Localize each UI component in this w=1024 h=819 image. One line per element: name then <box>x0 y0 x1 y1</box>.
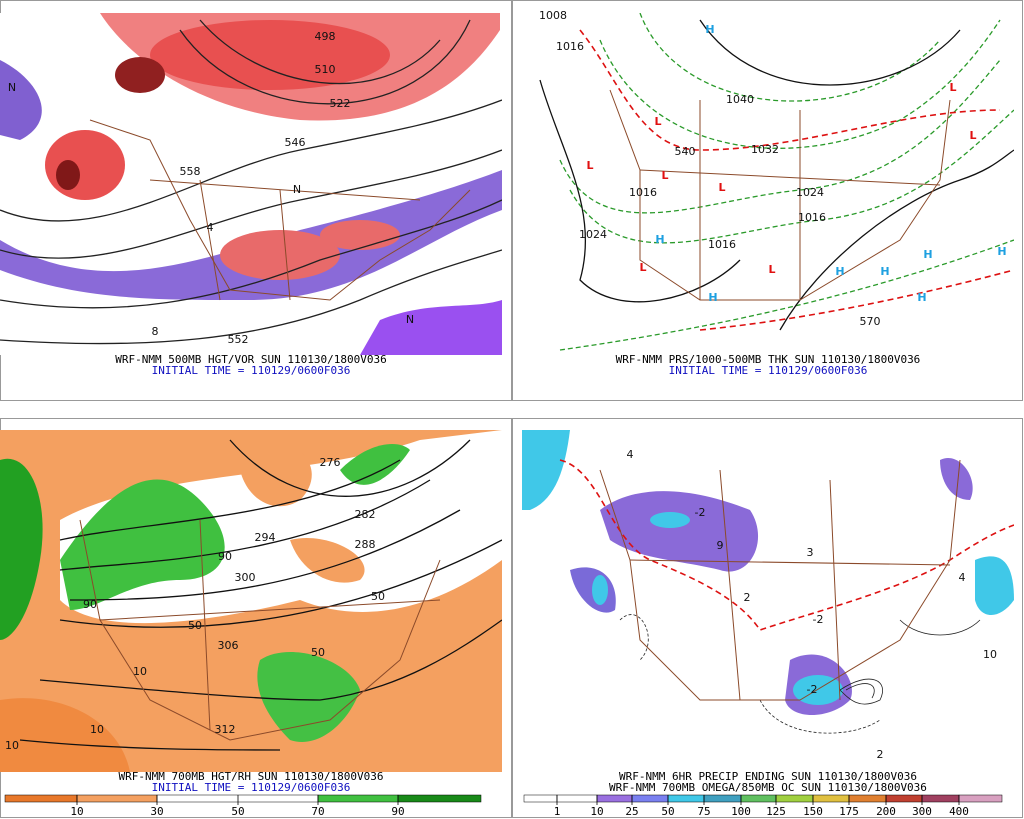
contour-label: 522 <box>330 97 351 110</box>
contour-label: 1016 <box>708 238 736 251</box>
contour-label: 276 <box>320 456 341 469</box>
contour-label: 1024 <box>579 228 607 241</box>
pressure-center: H <box>997 245 1006 258</box>
contour-label: 558 <box>180 165 201 178</box>
contour-label: 1040 <box>726 93 754 106</box>
pressure-center: H <box>880 265 889 278</box>
colorbar-label: 175 <box>839 805 859 818</box>
panel-subtitle: WRF-NMM 700MB OMEGA/850MB OC SUN 110130/… <box>609 781 927 794</box>
contour-label: 90 <box>83 598 97 611</box>
map-700mb <box>0 430 502 772</box>
contour-label: 288 <box>355 538 376 551</box>
colorbar-label: 70 <box>311 805 324 818</box>
contour-label: 9 <box>717 539 724 552</box>
colorbar-label: 30 <box>150 805 163 818</box>
colorbar-label: 150 <box>803 805 823 818</box>
panel-subtitle: INITIAL TIME = 110129/0600F036 <box>152 364 351 377</box>
colorbar-label: 200 <box>876 805 896 818</box>
contour-label: 4 <box>959 571 966 584</box>
contour-label: N <box>8 81 16 94</box>
colorbar-label: 1 <box>554 805 561 818</box>
contour-label: 498 <box>315 30 336 43</box>
contour-label: 1008 <box>539 9 567 22</box>
contour-label: 300 <box>235 571 256 584</box>
contour-label: 10 <box>983 648 997 661</box>
contour-label: 1024 <box>796 186 824 199</box>
panel-title: WRF-NMM 700MB HGT/RH SUN 110130/1800V036 <box>119 770 384 783</box>
panel-title: WRF-NMM 500MB HGT/VOR SUN 110130/1800V03… <box>115 353 387 366</box>
contour-label: 3 <box>807 546 814 559</box>
pressure-center: H <box>835 265 844 278</box>
map-precip <box>522 430 1014 772</box>
contour-label: -2 <box>695 506 706 519</box>
colorbar-rh <box>4 794 482 803</box>
pressure-center: L <box>718 181 725 194</box>
panel-title: WRF-NMM 6HR PRECIP ENDING SUN 110130/180… <box>619 770 917 783</box>
contour-label: 50 <box>188 619 202 632</box>
contour-label: 50 <box>311 646 325 659</box>
pressure-center: H <box>655 233 664 246</box>
colorbar-label: 125 <box>766 805 786 818</box>
contour-label: 1016 <box>556 40 584 53</box>
colorbar-label: 300 <box>912 805 932 818</box>
contour-label: 312 <box>215 723 236 736</box>
pressure-center: L <box>949 81 956 94</box>
panel-title: WRF-NMM PRS/1000-500MB THK SUN 110130/18… <box>616 353 921 366</box>
map-500mb <box>0 13 502 355</box>
contour-label: 510 <box>315 63 336 76</box>
pressure-center: L <box>586 159 593 172</box>
colorbar-label: 50 <box>231 805 244 818</box>
contour-label: N <box>406 313 414 326</box>
colorbar-label: 90 <box>391 805 404 818</box>
contour-label: 10 <box>5 739 19 752</box>
colorbar-label: 10 <box>70 805 83 818</box>
colorbar-label: 10 <box>590 805 603 818</box>
contour-label: -2 <box>813 613 824 626</box>
pressure-center: H <box>917 291 926 304</box>
contour-label: 10 <box>133 665 147 678</box>
contour-label: 552 <box>228 333 249 346</box>
colorbar-label: 25 <box>625 805 638 818</box>
contour-label: N <box>293 183 301 196</box>
pressure-center: L <box>654 115 661 128</box>
panel-subtitle: INITIAL TIME = 110129/0600F036 <box>152 781 351 794</box>
contour-label: 546 <box>285 136 306 149</box>
contour-label: 306 <box>218 639 239 652</box>
colorbar-label: 50 <box>661 805 674 818</box>
contour-label: 4 <box>627 448 634 461</box>
colorbar-label: 75 <box>697 805 710 818</box>
pressure-center: L <box>768 263 775 276</box>
contour-label: 10 <box>90 723 104 736</box>
contour-label: 90 <box>218 550 232 563</box>
contour-label: 8 <box>152 325 159 338</box>
pressure-center: H <box>705 23 714 36</box>
contour-label: 50 <box>371 590 385 603</box>
colorbar-precip <box>523 794 1003 803</box>
contour-label: 1016 <box>798 211 826 224</box>
pressure-center: L <box>969 129 976 142</box>
contour-label: 2 <box>744 591 751 604</box>
contour-label: -2 <box>807 683 818 696</box>
map-sfc-pressure <box>522 13 1014 355</box>
contour-label: 1016 <box>629 186 657 199</box>
contour-label: 282 <box>355 508 376 521</box>
colorbar-label: 100 <box>731 805 751 818</box>
contour-label: 570 <box>860 315 881 328</box>
pressure-center: L <box>661 169 668 182</box>
contour-label: 1032 <box>751 143 779 156</box>
contour-label: 2 <box>877 748 884 761</box>
pressure-center: L <box>639 261 646 274</box>
colorbar-label: 400 <box>949 805 969 818</box>
contour-label: 540 <box>675 145 696 158</box>
contour-label: 4 <box>207 221 214 234</box>
pressure-center: H <box>923 248 932 261</box>
pressure-center: H <box>708 291 717 304</box>
panel-subtitle: INITIAL TIME = 110129/0600F036 <box>669 364 868 377</box>
contour-label: 294 <box>255 531 276 544</box>
